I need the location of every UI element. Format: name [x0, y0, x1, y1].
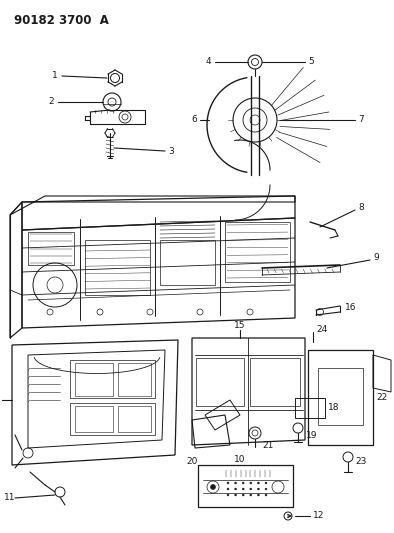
Circle shape: [265, 488, 267, 490]
Circle shape: [227, 482, 229, 484]
Text: 4: 4: [205, 58, 211, 67]
Circle shape: [265, 482, 267, 484]
Circle shape: [257, 494, 259, 496]
Circle shape: [265, 494, 267, 496]
Circle shape: [257, 488, 259, 490]
Text: 18: 18: [328, 403, 340, 413]
Text: 23: 23: [355, 457, 366, 466]
Circle shape: [250, 482, 252, 484]
Text: 3: 3: [168, 147, 174, 156]
Circle shape: [242, 494, 244, 496]
Text: 20: 20: [186, 457, 198, 466]
Circle shape: [234, 494, 237, 496]
Circle shape: [234, 488, 237, 490]
Text: 7: 7: [358, 116, 364, 125]
Text: 16: 16: [345, 303, 357, 312]
Text: 6: 6: [191, 116, 197, 125]
Text: 90182 3700  A: 90182 3700 A: [14, 14, 109, 27]
Text: 8: 8: [358, 204, 364, 213]
Text: 21: 21: [262, 440, 273, 449]
Circle shape: [210, 484, 216, 489]
Text: 10: 10: [234, 456, 246, 464]
Circle shape: [242, 482, 244, 484]
Circle shape: [227, 488, 229, 490]
Circle shape: [227, 494, 229, 496]
Text: 19: 19: [306, 432, 318, 440]
Text: 22: 22: [376, 392, 387, 401]
Circle shape: [242, 488, 244, 490]
Text: 11: 11: [4, 494, 15, 503]
Text: 1: 1: [52, 71, 58, 80]
Text: 5: 5: [308, 58, 314, 67]
Text: 15: 15: [234, 320, 246, 329]
Text: 2: 2: [48, 98, 54, 107]
Text: 12: 12: [313, 512, 324, 521]
Text: 24: 24: [316, 325, 327, 334]
Circle shape: [250, 494, 252, 496]
Circle shape: [250, 488, 252, 490]
Circle shape: [257, 482, 259, 484]
Text: 9: 9: [373, 254, 379, 262]
Circle shape: [234, 482, 237, 484]
